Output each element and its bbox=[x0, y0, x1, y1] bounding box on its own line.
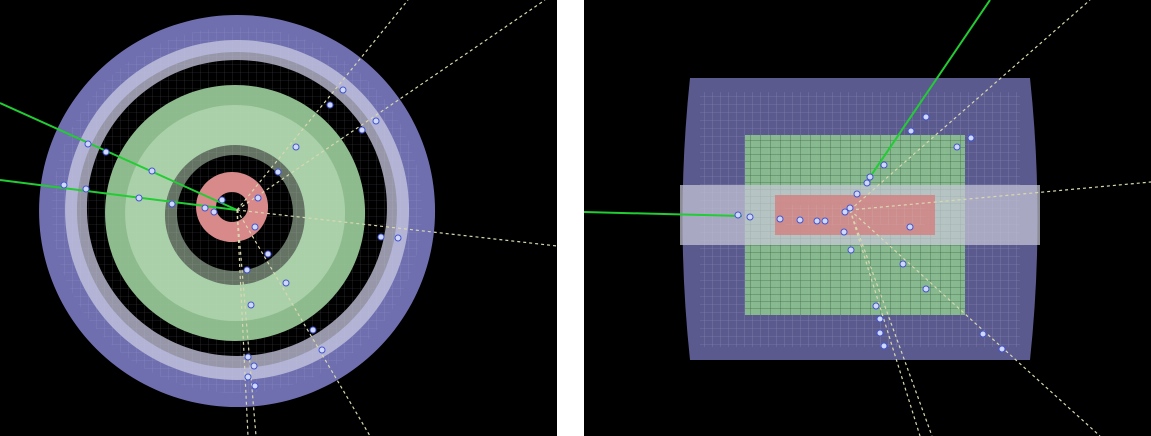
red-ring bbox=[196, 172, 269, 242]
track bbox=[867, 0, 991, 181]
green-ring-inner bbox=[125, 105, 346, 321]
dashed-track bbox=[236, 209, 257, 436]
track bbox=[0, 102, 238, 211]
dashed-track bbox=[849, 181, 1151, 211]
tracks bbox=[0, 0, 558, 436]
track bbox=[0, 179, 238, 211]
dashed-track bbox=[236, 209, 371, 436]
dashed-track bbox=[236, 209, 249, 436]
hits bbox=[60, 86, 402, 390]
track bbox=[583, 211, 743, 217]
end-view bbox=[0, 0, 558, 436]
tracks bbox=[583, 0, 1151, 436]
dashed-track bbox=[849, 0, 1091, 211]
dashed-track bbox=[849, 209, 1101, 436]
hits bbox=[734, 113, 1006, 353]
dashed-track bbox=[849, 209, 933, 436]
dashed-track bbox=[236, 0, 546, 211]
side-view bbox=[583, 0, 1151, 436]
